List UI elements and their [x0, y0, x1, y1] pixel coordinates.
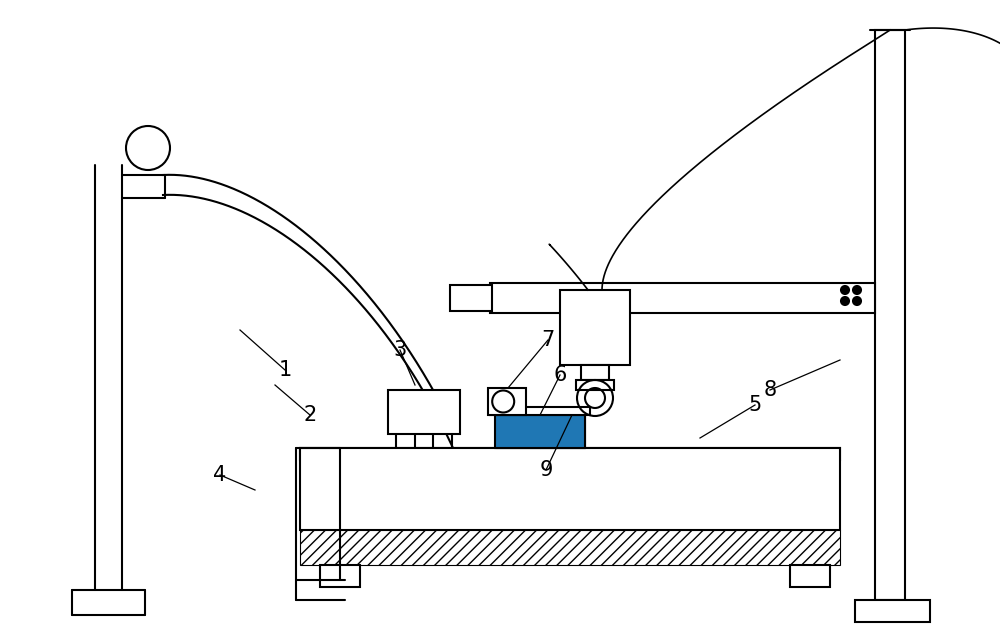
- Bar: [300, 530, 840, 565]
- Bar: [490, 407, 590, 415]
- Bar: [855, 600, 930, 622]
- Text: 9: 9: [539, 460, 553, 480]
- Text: 8: 8: [763, 380, 777, 400]
- Bar: [495, 415, 585, 448]
- Text: 7: 7: [541, 330, 555, 350]
- Bar: [581, 365, 609, 380]
- Bar: [495, 415, 540, 448]
- Circle shape: [853, 297, 861, 305]
- Bar: [576, 380, 614, 390]
- Circle shape: [841, 286, 849, 294]
- Bar: [308, 460, 832, 528]
- Bar: [388, 390, 460, 434]
- Bar: [488, 388, 526, 415]
- Circle shape: [853, 286, 861, 294]
- Text: 2: 2: [303, 405, 317, 425]
- Text: 5: 5: [748, 395, 762, 415]
- Bar: [320, 565, 360, 587]
- Bar: [490, 283, 875, 313]
- Bar: [540, 415, 585, 448]
- Text: 4: 4: [213, 465, 227, 485]
- Bar: [300, 448, 840, 530]
- Text: 6: 6: [553, 365, 567, 385]
- Bar: [875, 30, 905, 600]
- Bar: [450, 285, 492, 311]
- Text: 3: 3: [393, 340, 407, 360]
- Text: 1: 1: [278, 360, 292, 380]
- Circle shape: [841, 297, 849, 305]
- Bar: [300, 448, 840, 460]
- Bar: [790, 565, 830, 587]
- Bar: [560, 290, 630, 365]
